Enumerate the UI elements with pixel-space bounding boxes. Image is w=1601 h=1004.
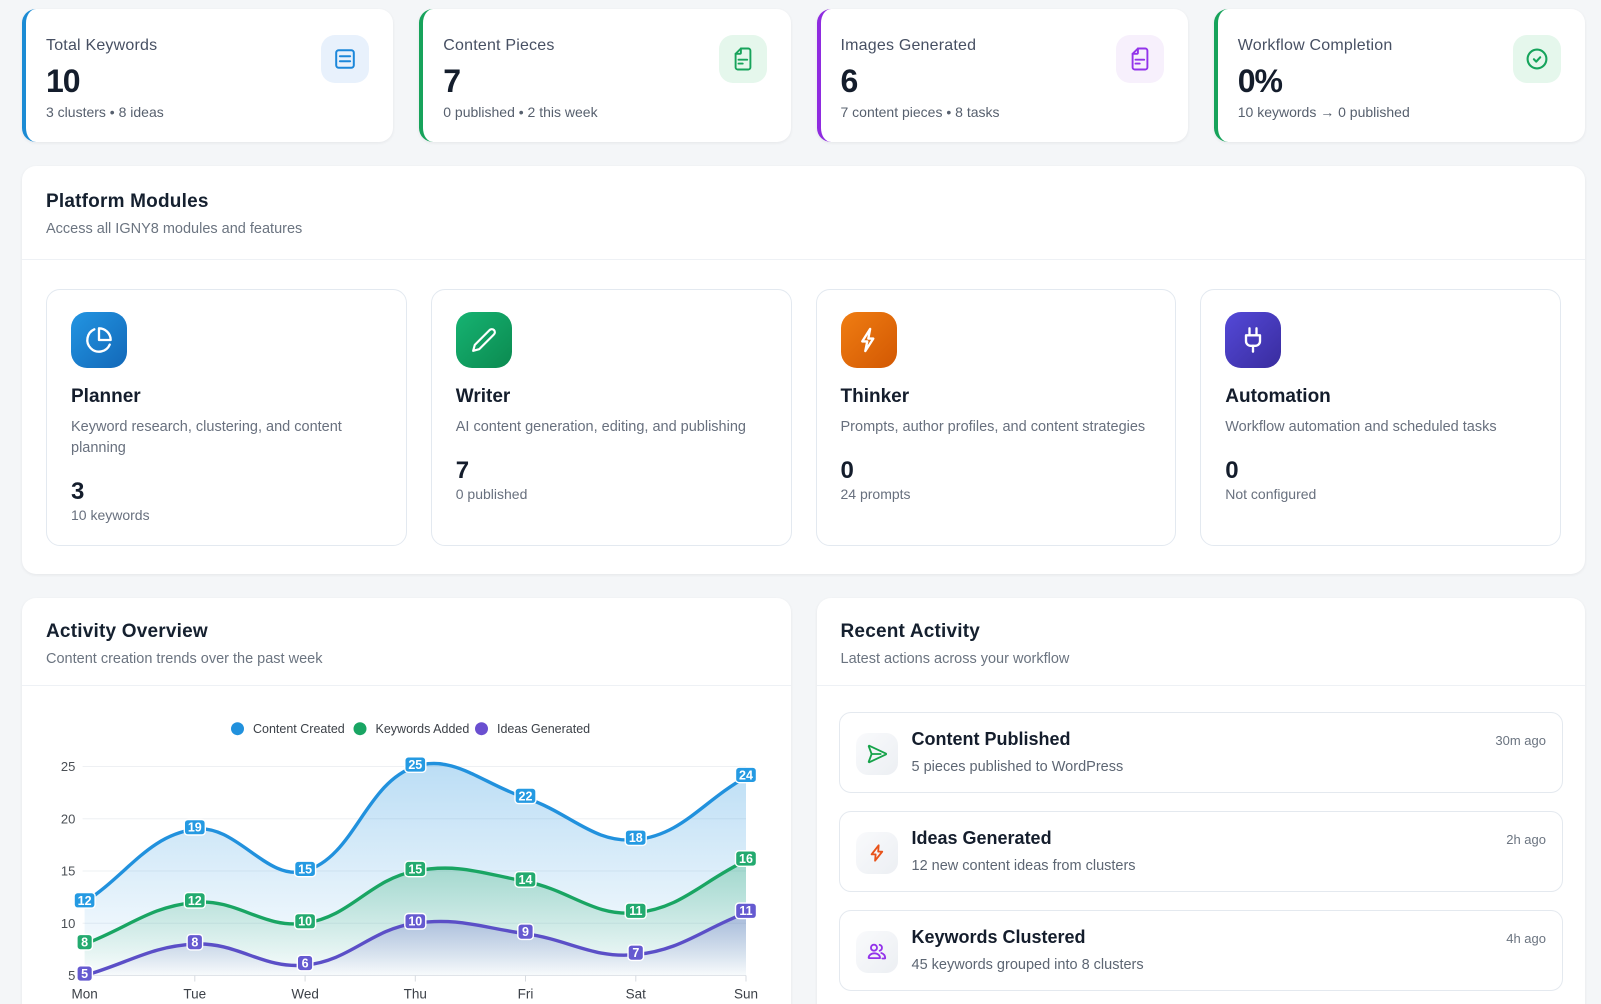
svg-text:Fri: Fri — [518, 987, 534, 1002]
svg-text:25: 25 — [61, 759, 75, 774]
svg-text:8: 8 — [191, 936, 198, 950]
svg-text:Content Created: Content Created — [253, 722, 345, 736]
svg-text:Sun: Sun — [734, 987, 758, 1002]
svg-text:25: 25 — [408, 758, 422, 772]
svg-text:18: 18 — [629, 831, 643, 845]
svg-text:Keywords Added: Keywords Added — [376, 722, 470, 736]
svg-text:10: 10 — [298, 915, 312, 929]
svg-text:6: 6 — [302, 956, 309, 970]
svg-text:10: 10 — [61, 916, 75, 931]
svg-text:9: 9 — [522, 925, 529, 939]
svg-text:20: 20 — [61, 811, 75, 826]
svg-text:Thu: Thu — [404, 987, 427, 1002]
svg-text:7: 7 — [632, 946, 639, 960]
svg-text:24: 24 — [739, 768, 753, 782]
svg-text:Mon: Mon — [71, 987, 97, 1002]
svg-text:12: 12 — [78, 894, 92, 908]
svg-text:10: 10 — [408, 915, 422, 929]
svg-text:Ideas Generated: Ideas Generated — [497, 722, 590, 736]
svg-text:22: 22 — [519, 789, 533, 803]
svg-text:15: 15 — [408, 862, 422, 876]
svg-text:14: 14 — [519, 873, 533, 887]
svg-text:15: 15 — [298, 862, 312, 876]
svg-text:12: 12 — [188, 894, 202, 908]
svg-text:19: 19 — [188, 821, 202, 835]
svg-text:Wed: Wed — [291, 987, 319, 1002]
svg-text:11: 11 — [739, 904, 752, 918]
svg-text:Tue: Tue — [183, 987, 206, 1002]
svg-text:8: 8 — [81, 936, 88, 950]
svg-text:11: 11 — [629, 904, 642, 918]
svg-text:Sat: Sat — [626, 987, 647, 1002]
svg-text:16: 16 — [739, 852, 753, 866]
svg-text:5: 5 — [81, 967, 88, 981]
svg-text:15: 15 — [61, 864, 75, 879]
svg-text:5: 5 — [68, 968, 75, 983]
